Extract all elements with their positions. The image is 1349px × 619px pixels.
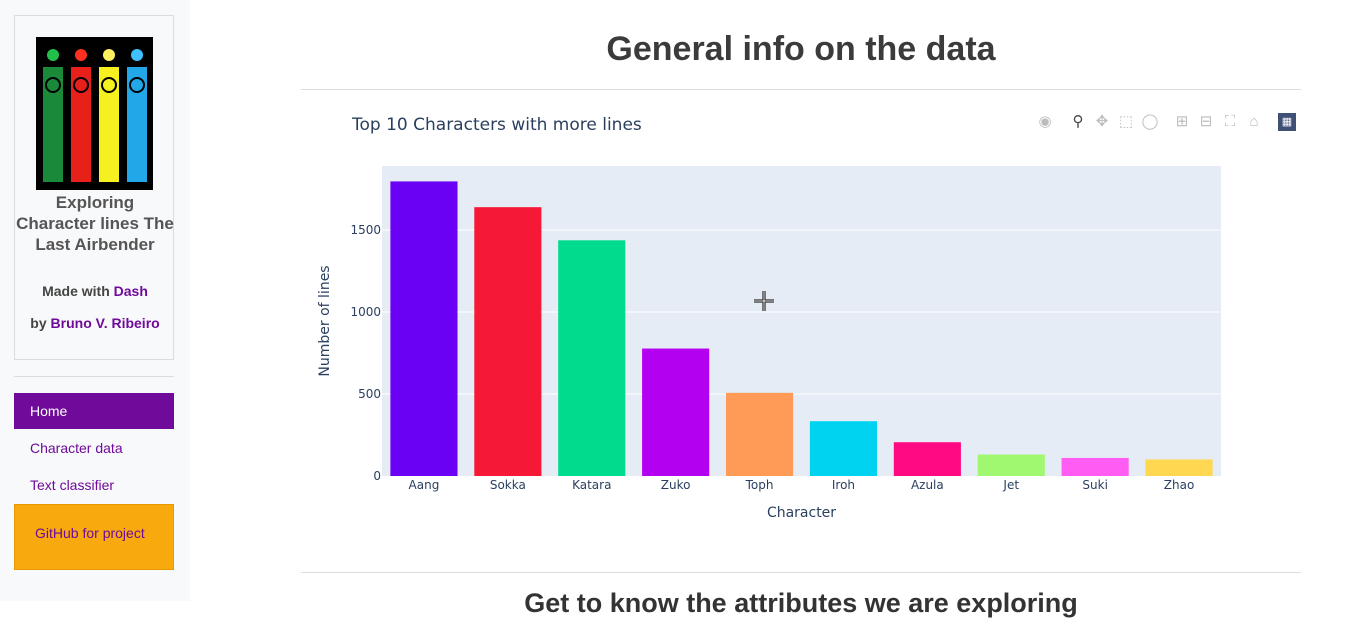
move-cursor-icon [754, 291, 774, 311]
x-axis-title: Character [767, 505, 836, 521]
author-prefix: by [30, 315, 47, 331]
avatar-logo-image [36, 37, 153, 190]
x-tick-label: Suki [1082, 478, 1108, 492]
x-tick-label: Jet [1002, 478, 1019, 492]
y-axis-title: Number of lines [317, 265, 333, 376]
bar-iroh [809, 421, 878, 476]
x-tick-label: Zuko [661, 478, 691, 492]
bar-aang [390, 181, 458, 476]
bar-toph [725, 392, 794, 476]
x-tick-label: Sokka [490, 478, 526, 492]
autoscale-icon[interactable]: ⛶ [1224, 113, 1236, 130]
bar-zhao [1145, 459, 1213, 476]
bar-katara [558, 240, 626, 476]
section-divider [301, 572, 1301, 573]
author-link[interactable]: Bruno V. Ribeiro [50, 315, 160, 331]
zoom-icon[interactable]: ⚲ [1072, 113, 1084, 130]
dash-link[interactable]: Dash [113, 283, 148, 299]
bar-suki [1061, 457, 1129, 476]
nav-item-home[interactable]: Home [14, 393, 174, 429]
title-divider [301, 89, 1301, 90]
zoom-in-icon[interactable]: ⊞ [1175, 113, 1189, 130]
x-tick-label: Aang [409, 478, 440, 492]
y-tick-label: 1000 [350, 305, 381, 319]
bar-azula [893, 442, 961, 476]
bar-chart[interactable]: 0 500 1000 1500 Aang Sokka Katara Zuko Toph Iroh A… [301, 100, 1261, 540]
brand-card: Exploring Character lines The Last Airbe… [14, 15, 174, 360]
github-button[interactable]: GitHub for project [14, 504, 174, 570]
author-credit: by Bruno V. Ribeiro [15, 315, 175, 331]
x-tick-label: Katara [572, 478, 611, 492]
bar-sokka [474, 207, 542, 476]
app-title: Exploring Character lines The Last Airbe… [16, 193, 174, 254]
sidebar: Exploring Character lines The Last Airbe… [0, 0, 190, 601]
y-tick-label: 1500 [350, 223, 381, 237]
page-title: General info on the data [606, 30, 996, 68]
plotly-logo-icon[interactable]: ▦ [1278, 113, 1296, 131]
bar-zuko [642, 348, 710, 476]
y-tick-label: 500 [358, 387, 381, 401]
bar-jet [977, 454, 1045, 476]
lasso-icon[interactable]: ◯ [1141, 113, 1159, 130]
nav-item-text-classifier[interactable]: Text classifier [30, 477, 115, 493]
camera-icon[interactable]: ◉ [1038, 113, 1052, 130]
nav-item-character-data[interactable]: Character data [30, 440, 123, 456]
x-tick-label: Azula [911, 478, 944, 492]
y-tick-label: 0 [373, 469, 381, 483]
x-tick-label: Iroh [832, 478, 855, 492]
made-with-credit: Made with Dash [15, 283, 175, 299]
reset-axes-icon[interactable]: ⌂ [1249, 113, 1259, 130]
chart-title: Top 10 Characters with more lines [351, 115, 642, 135]
section-heading: Get to know the attributes we are explor… [524, 588, 1078, 618]
x-tick-label: Zhao [1164, 478, 1195, 492]
x-tick-label: Toph [745, 478, 774, 492]
sidebar-divider [14, 376, 174, 377]
zoom-out-icon[interactable]: ⊟ [1199, 113, 1213, 130]
box-select-icon[interactable]: ⬚ [1118, 113, 1134, 130]
pan-icon[interactable]: ✥ [1095, 113, 1109, 130]
made-with-prefix: Made with [42, 283, 110, 299]
